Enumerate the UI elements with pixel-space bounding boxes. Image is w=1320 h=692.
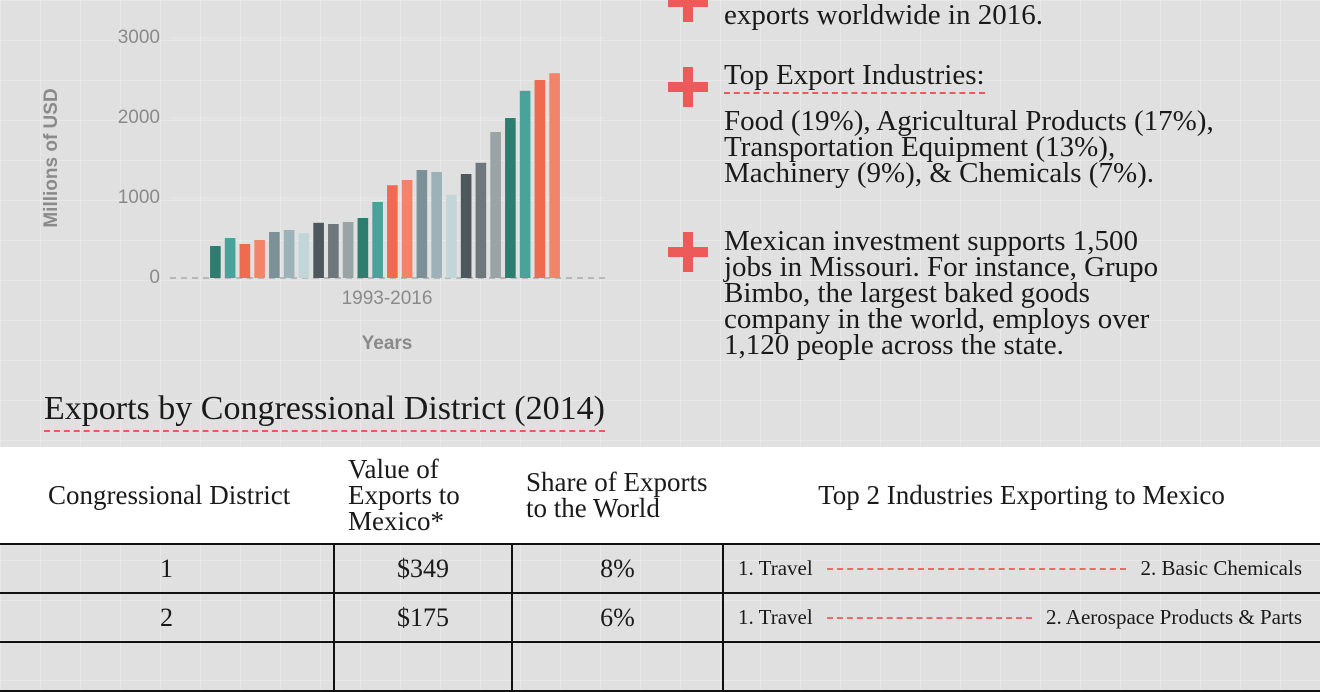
bar [519,90,531,278]
x-axis-label: Years [362,333,413,354]
bar [549,73,560,278]
bar [475,162,487,278]
note-line: Bimbo, the largest baked goods [724,277,1090,309]
industry: 2. Basic Chemicals [1140,556,1302,580]
table-cell: 1. Travel 2. Aerospace Products & Parts [723,592,1320,643]
bar [239,244,251,278]
table-cell: 8% [512,543,724,594]
bar [505,118,516,278]
note-line: 1,120 people across the state. [724,329,1064,361]
bar [298,233,310,278]
header-cell: Share of Exports to the World [512,447,723,544]
bar [372,202,383,278]
table-cell: 2 [0,592,335,643]
bar [342,222,354,278]
table-row [0,641,1320,692]
header-cell: Value of Exports to Mexico* [334,447,512,544]
bar [269,232,280,278]
bar [490,132,501,278]
bar [210,246,221,278]
header-cell: Top 2 Industries Exporting to Mexico [723,447,1320,544]
bar-chart: Millions of USD 1993-2016 Years 0 1000 200… [41,27,605,354]
bar [328,224,339,278]
table-row: 2 $175 6% 1. Travel 2. Aerospace Products & … [0,592,1320,643]
plus-icon [668,0,708,22]
bar [283,230,295,278]
plus-icon [668,232,708,272]
table-cell: $175 [334,592,513,643]
y-tick-label: 0 [149,267,160,288]
table-cell: 6% [512,592,724,643]
bar [446,194,457,278]
plus-icon [668,67,708,107]
bar [401,180,413,278]
bar [357,218,369,278]
table-cell: 1. Travel 2. Basic Chemicals [723,543,1320,594]
industry: 1. Travel [738,605,813,629]
bar [416,170,428,278]
note-heading: Top Export Industries: [724,61,985,94]
note: Top Export Industries: Food (19%), Agricu… [724,61,1214,189]
bar [534,80,546,278]
bar [460,174,472,278]
industries: 1. Travel 2. Basic Chemicals [724,556,1320,581]
note: Mexican investment supports 1,500 jobs in… [724,225,1159,361]
note-line: Mexican investment supports 1,500 [724,225,1139,257]
industry: 1. Travel [738,556,813,580]
note-line: Transportation Equipment (13%), [724,131,1116,163]
bar [387,185,398,278]
note-line: exports worldwide in 2016. [724,0,1043,31]
note: exports worldwide in 2016. [724,0,1043,31]
bar [313,222,324,278]
industries: 1. Travel 2. Aerospace Products & Parts [724,605,1320,630]
bar [254,240,265,278]
y-axis-label: Millions of USD [41,88,62,227]
table-title: Exports by Congressional District (2014) [44,390,605,432]
header-cell: Congressional District [0,447,334,544]
y-tick-label: 2000 [118,107,160,128]
note-line: jobs in Missouri. For instance, Grupo [724,251,1159,283]
note-line: Machinery (9%), & Chemicals (7%). [724,157,1155,189]
table-cell: $349 [334,543,513,594]
table-row: 1 $349 8% 1. Travel 2. Basic Chemicals [0,543,1320,594]
table-cell: 1 [0,543,335,594]
note-line: Food (19%), Agricultural Products (17%), [724,105,1214,137]
note-line: company in the world, employs over [724,303,1150,335]
dash-line [826,567,1127,570]
bar [224,238,236,278]
industry: 2. Aerospace Products & Parts [1045,605,1302,629]
header-row: Congressional District Value of Exports … [0,447,1320,544]
x-period-label: 1993-2016 [342,288,433,309]
y-tick-label: 3000 [118,27,160,48]
district-table: Congressional District Value of Exports … [0,447,1320,692]
y-tick-label: 1000 [118,187,160,208]
dash-line [826,616,1032,619]
bar [431,172,442,278]
